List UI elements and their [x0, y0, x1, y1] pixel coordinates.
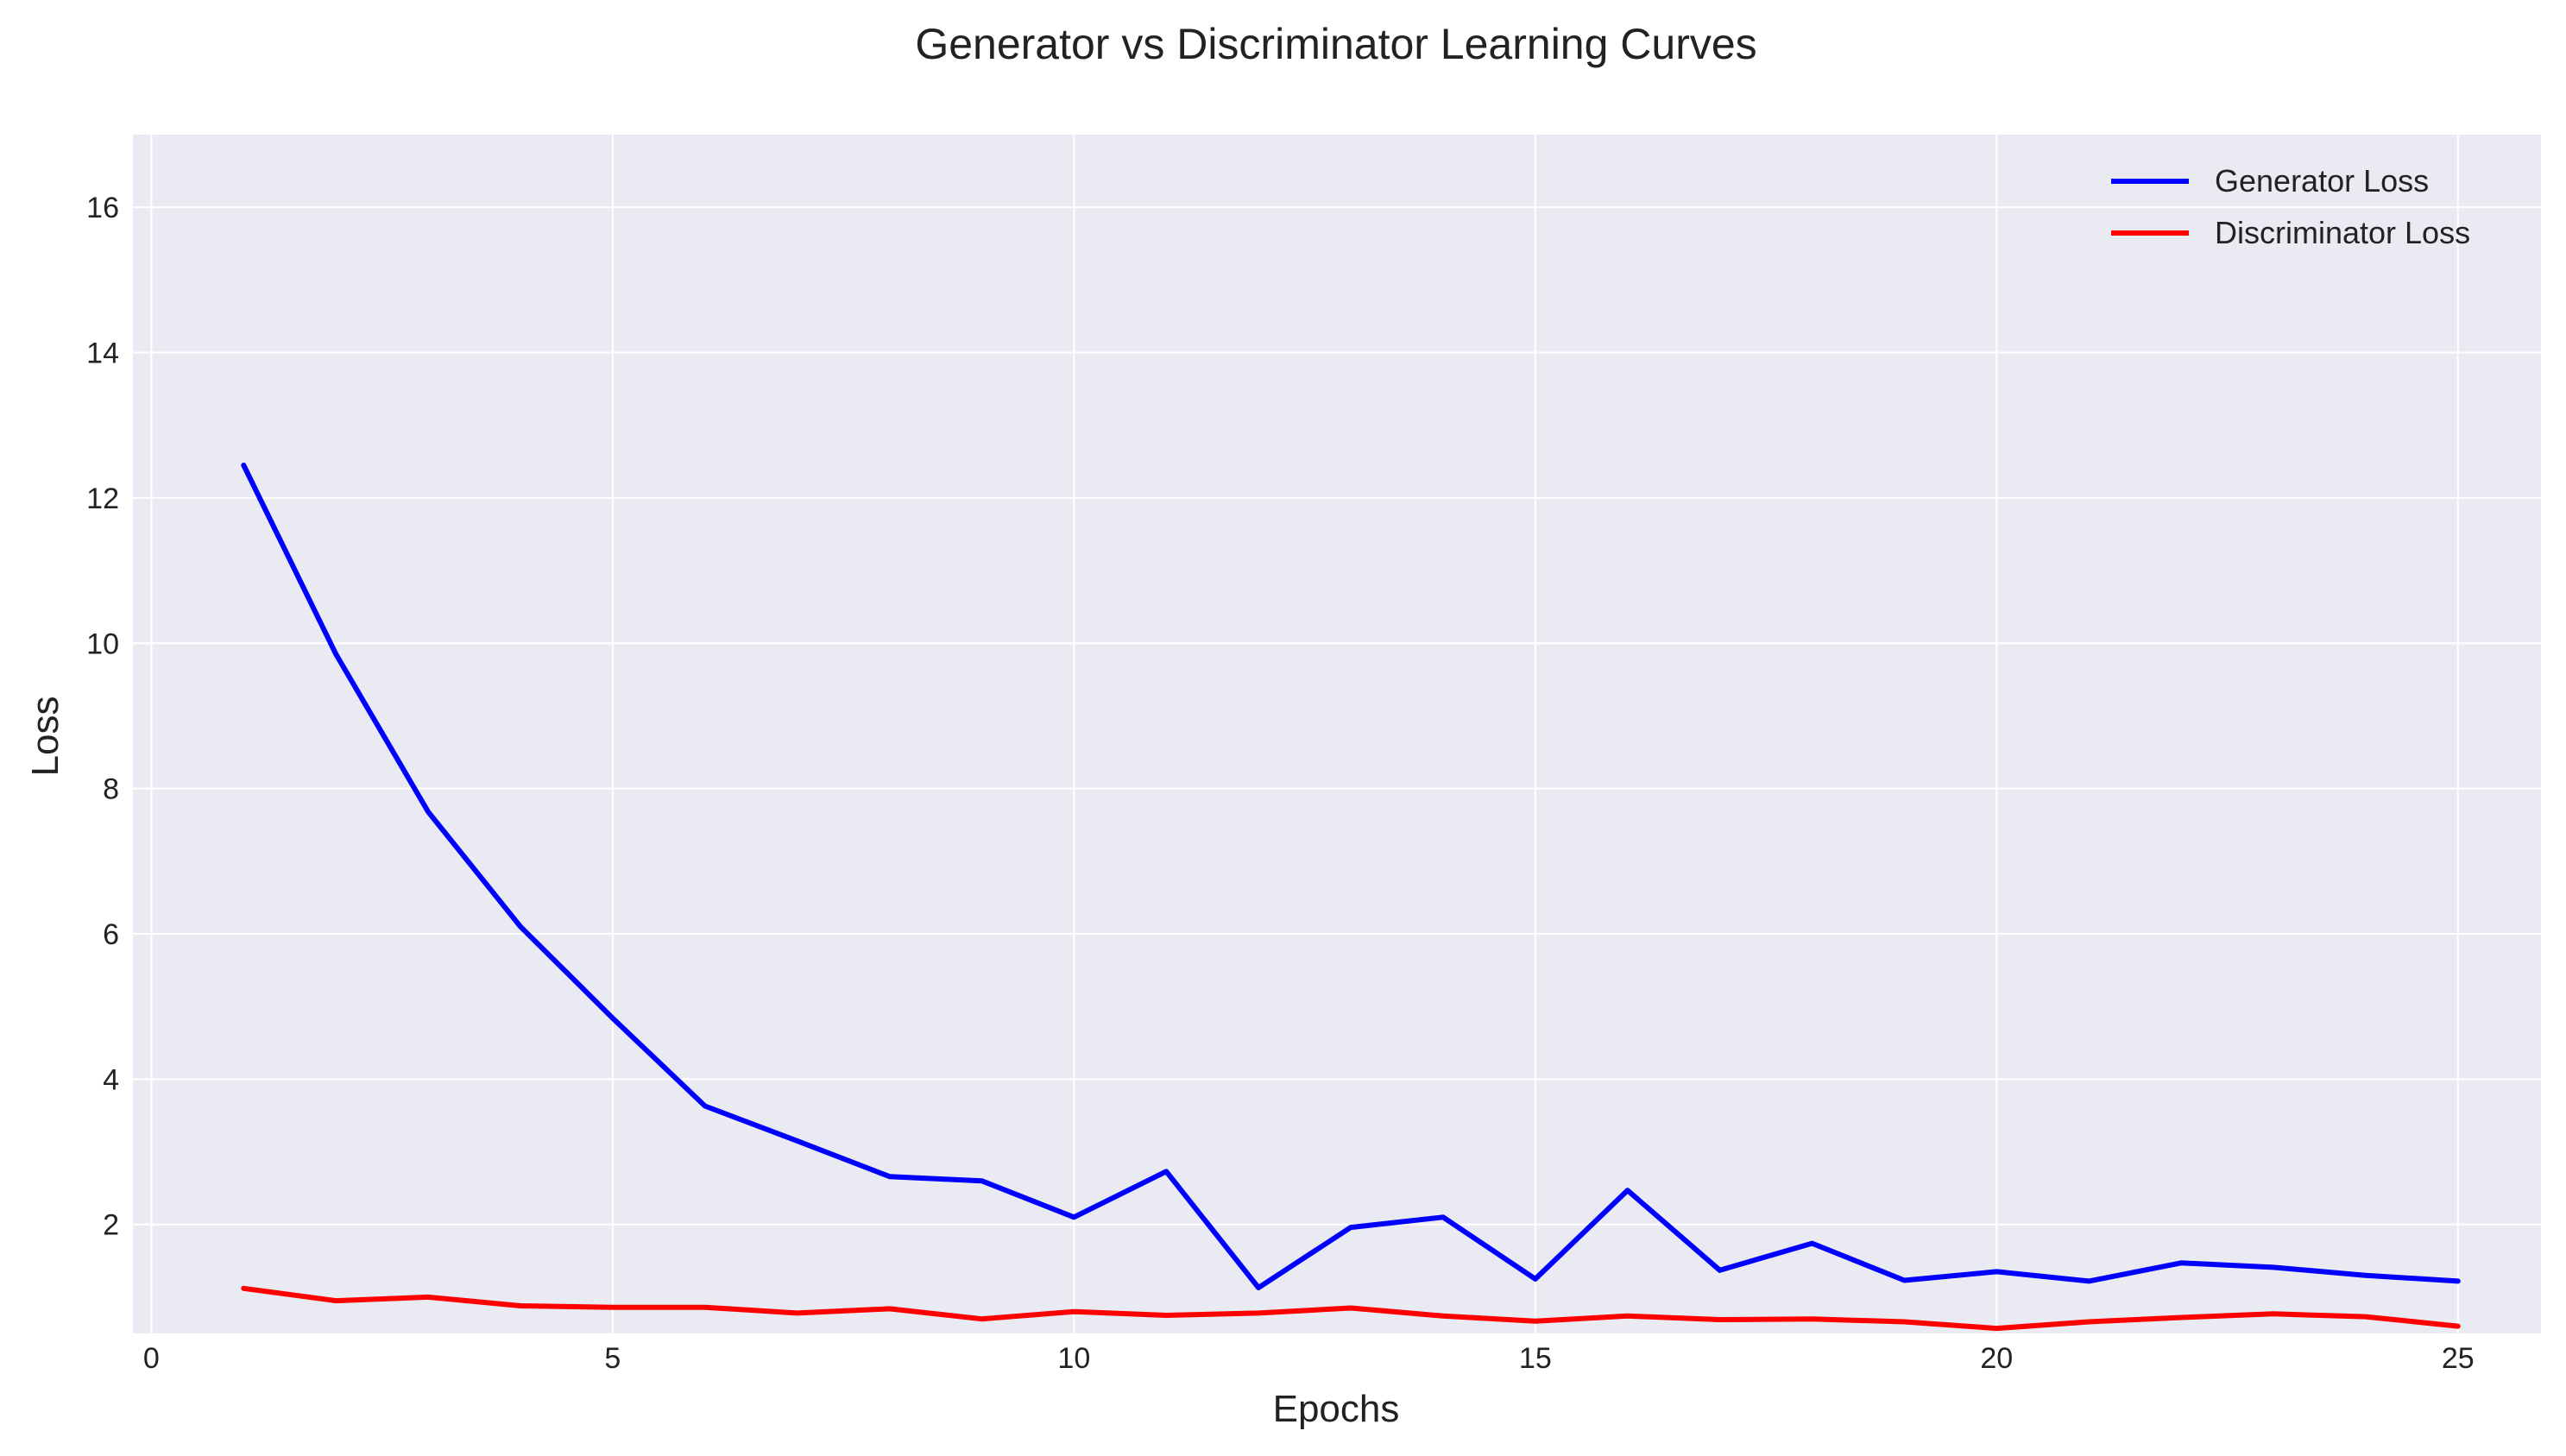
series-line-generator-loss: [241, 463, 2461, 1290]
x-tick-label: 10: [1057, 1342, 1090, 1375]
tick-labels: 0 5 10 15 20 25 2 4 6 8 10 12 14 16: [86, 192, 2475, 1375]
y-tick-label: 10: [86, 627, 119, 660]
x-tick-label: 5: [604, 1342, 621, 1375]
legend: Generator Loss Discriminator Loss: [2111, 163, 2470, 250]
legend-label: Discriminator Loss: [2215, 215, 2470, 250]
legend-label: Generator Loss: [2215, 163, 2429, 199]
x-tick-label: 25: [2442, 1342, 2475, 1375]
x-tick-label: 0: [143, 1342, 160, 1375]
x-axis-label: Epochs: [1273, 1388, 1400, 1430]
y-tick-label: 16: [86, 192, 119, 224]
y-tick-label: 12: [86, 482, 119, 515]
y-tick-label: 6: [103, 918, 119, 951]
grid-lines: [133, 135, 2541, 1333]
x-tick-label: 20: [1980, 1342, 2013, 1375]
y-tick-label: 2: [103, 1209, 119, 1242]
y-tick-label: 8: [103, 773, 119, 806]
chart-title: Generator vs Discriminator Learning Curv…: [915, 20, 1756, 68]
plot-area: [133, 135, 2541, 1333]
x-tick-label: 15: [1519, 1342, 1552, 1375]
series-lines: [241, 463, 2461, 1332]
y-axis-label: Loss: [24, 696, 66, 777]
y-tick-label: 14: [86, 337, 119, 370]
y-tick-label: 4: [103, 1063, 119, 1096]
series-line-discriminator-loss: [241, 1285, 2461, 1332]
